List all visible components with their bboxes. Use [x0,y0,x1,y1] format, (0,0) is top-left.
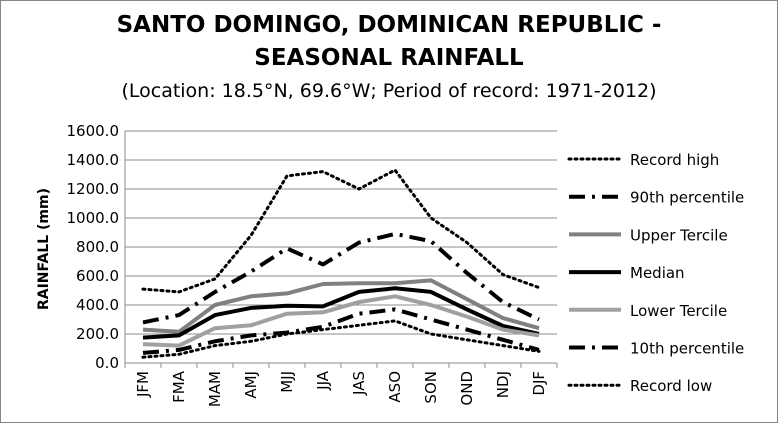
y-tick-label: 200.0 [76,325,119,343]
legend-label-90th-percentile: 90th percentile [630,189,744,207]
series-lines [141,168,541,359]
x-tick-label-ond: OND [458,371,476,406]
chart-title-line1: SANTO DOMINGO, DOMINICAN REPUBLIC - [117,12,662,38]
series-line-median [142,286,540,340]
y-tick-label: 1600.0 [67,122,120,140]
y-tick-label: 600.0 [76,267,119,285]
x-tick-label-jja: JJA [314,370,332,391]
y-tick-label: 400.0 [76,296,119,314]
chart-subtitle: (Location: 18.5°N, 69.6°W; Period of rec… [121,80,656,102]
legend-label-record-high: Record high [630,151,719,169]
x-tick-label-son: SON [422,371,440,404]
y-axis-label: RAINFALL (mm) [36,188,52,310]
series-line-upper-tercile [142,278,540,334]
x-tick-label-mjj: MJJ [278,371,296,393]
legend-label-upper-tercile: Upper Tercile [630,226,728,244]
legend-label-10th-percentile: 10th percentile [630,340,744,358]
series-line-10th-percentile [142,307,540,355]
x-tick-label-ndj: NDJ [494,371,512,398]
series-line-lower-tercile [142,294,540,348]
series-line-record-high [141,168,541,294]
series-line-record-low [141,319,541,359]
legend: Record high 90th percentile Upper Tercile M… [567,151,744,395]
legend-label-lower-tercile: Lower Tercile [630,302,727,320]
legend-label-median: Median [630,264,685,282]
y-tick-label: 1400.0 [67,151,120,169]
series-line-90th-percentile [142,231,540,325]
x-tick-label-aso: ASO [386,371,404,403]
x-tick-label-amj: AMJ [242,371,260,399]
legend-label-record-low: Record low [630,377,712,395]
x-tick-label-mam: MAM [206,371,224,407]
y-tick-label: 0.0 [95,354,119,372]
axes: 1600.0 1400.0 1200.0 1000.0 800.0 600.0 400.0 2… [67,122,558,407]
y-tick-label: 800.0 [76,238,119,256]
y-tick-label: 1200.0 [67,180,120,198]
x-tick-label-djf: DJF [530,371,548,396]
y-tick-label: 1000.0 [67,209,120,227]
x-tick-label-jfm: JFM [134,371,152,398]
x-tick-label-jas: JAS [350,371,368,396]
chart-title-line2: SEASONAL RAINFALL [254,45,524,71]
x-tick-label-fma: FMA [170,370,188,403]
